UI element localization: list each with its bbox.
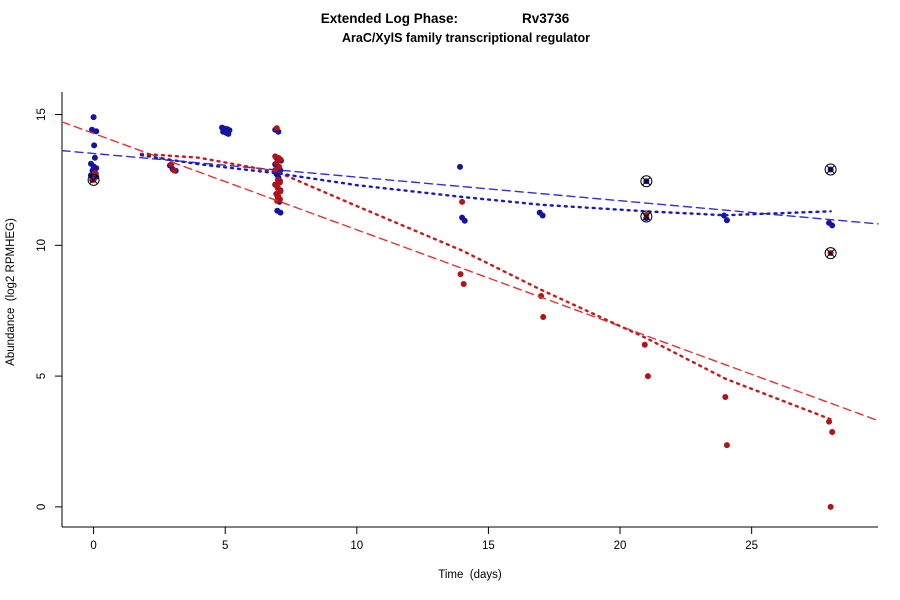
plot-content: 0 5 10 15 20 25 0 5 10 15 bbox=[36, 92, 879, 552]
red-condition-point bbox=[829, 429, 836, 436]
blue-condition-point bbox=[91, 142, 98, 149]
blue-condition-point bbox=[461, 217, 468, 224]
x-tick-label: 0 bbox=[90, 540, 96, 552]
red-condition-point bbox=[171, 167, 178, 174]
red-condition-point bbox=[457, 271, 464, 278]
blue-condition-point bbox=[90, 114, 97, 121]
blue-condition-point bbox=[93, 128, 100, 135]
red-condition-point bbox=[643, 211, 650, 218]
x-axis-label: Time (days) bbox=[438, 569, 502, 581]
blue-condition-point bbox=[456, 163, 463, 170]
red-condition-point bbox=[459, 198, 466, 205]
flagged-point-cross bbox=[826, 165, 835, 174]
chart-subtitle: AraC/XylS family transcriptional regulat… bbox=[342, 31, 590, 45]
red-smooth-fit-line bbox=[139, 152, 832, 421]
chart-title-gene: Rv3736 bbox=[522, 11, 570, 26]
red-condition-point bbox=[273, 125, 280, 132]
red-condition-point bbox=[827, 503, 834, 510]
flagged-point-marker bbox=[824, 247, 837, 260]
x-tick-label: 25 bbox=[745, 540, 758, 552]
blue-condition-point bbox=[721, 212, 728, 219]
red-condition-point bbox=[277, 156, 284, 163]
blue-condition-point bbox=[829, 222, 836, 229]
red-condition-point bbox=[723, 442, 730, 449]
red-condition-point bbox=[644, 373, 651, 380]
y-tick-label: 5 bbox=[36, 373, 48, 379]
flagged-point-cross bbox=[642, 176, 651, 186]
red-linear-fit-line bbox=[61, 121, 879, 422]
y-tick-label: 0 bbox=[36, 504, 48, 510]
y-tick-label: 10 bbox=[36, 239, 48, 252]
flagged-point-cross bbox=[89, 175, 98, 185]
red-condition-point bbox=[722, 394, 729, 401]
blue-linear-fit-line bbox=[61, 149, 879, 225]
x-tick-label: 10 bbox=[350, 540, 363, 552]
x-tick-label: 20 bbox=[614, 540, 627, 552]
flagged-point-marker bbox=[824, 163, 837, 176]
blue-condition-point bbox=[91, 154, 98, 161]
blue-condition-point bbox=[277, 209, 284, 216]
y-tick-label: 15 bbox=[36, 108, 48, 121]
flagged-point-cross bbox=[826, 248, 835, 258]
flagged-point-marker bbox=[640, 210, 653, 223]
flagged-point-marker bbox=[640, 175, 653, 188]
blue-condition-point bbox=[539, 212, 546, 219]
flagged-point-marker bbox=[87, 173, 100, 186]
flagged-point-cross bbox=[642, 212, 651, 221]
x-tick-label: 5 bbox=[222, 540, 228, 552]
red-condition-point bbox=[460, 281, 467, 288]
blue-smooth-fit-line bbox=[139, 153, 832, 217]
x-tick-label: 15 bbox=[482, 540, 495, 552]
chart-title: Extended Log Phase: bbox=[321, 11, 458, 26]
red-condition-point bbox=[540, 313, 547, 320]
blue-condition-point bbox=[225, 130, 232, 137]
red-condition-point bbox=[641, 341, 648, 348]
y-axis-label: Abundance (log2 RPMHEG) bbox=[5, 218, 17, 366]
blue-condition-point bbox=[723, 217, 730, 224]
